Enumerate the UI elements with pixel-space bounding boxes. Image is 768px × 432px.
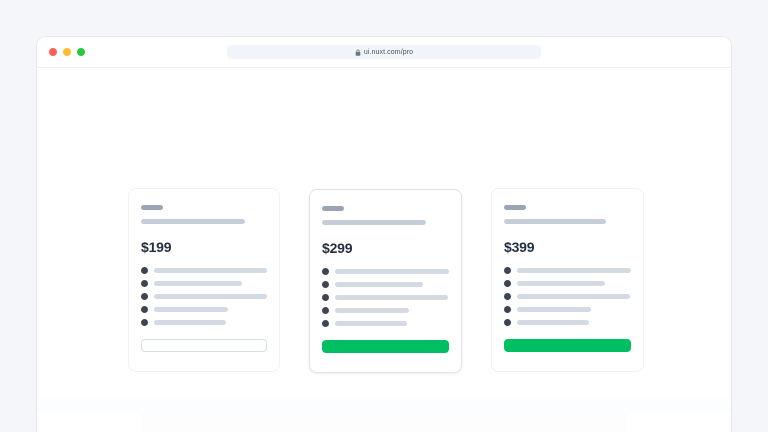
feature-item — [141, 267, 267, 274]
check-bullet-icon — [504, 293, 511, 300]
feature-item — [141, 319, 267, 326]
plan-features-list — [322, 268, 449, 327]
pricing-card-1[interactable]: $199 — [128, 188, 280, 372]
page-viewport: $199 — [37, 68, 731, 432]
check-bullet-icon — [322, 281, 329, 288]
feature-text-skeleton — [335, 308, 409, 313]
check-bullet-icon — [141, 306, 148, 313]
feature-item — [322, 307, 449, 314]
feature-text-skeleton — [517, 294, 630, 299]
plan-price: $399 — [504, 239, 535, 255]
browser-window: ui.nuxt.com/pro $199 — [36, 36, 732, 432]
feature-text-skeleton — [154, 307, 228, 312]
page-section-divider — [37, 398, 731, 412]
feature-item — [504, 267, 631, 274]
plan-cta-button[interactable] — [322, 340, 449, 353]
check-bullet-icon — [322, 320, 329, 327]
feature-item — [141, 280, 267, 287]
plan-price: $199 — [141, 239, 172, 255]
feature-text-skeleton — [517, 281, 605, 286]
plan-name-skeleton — [322, 206, 344, 211]
check-bullet-icon — [141, 319, 148, 326]
feature-item — [504, 280, 631, 287]
page-lower-panel — [141, 412, 627, 432]
feature-text-skeleton — [154, 294, 267, 299]
check-bullet-icon — [504, 267, 511, 274]
pricing-card-3[interactable]: $399 — [491, 188, 644, 372]
address-bar-url: ui.nuxt.com/pro — [363, 48, 414, 56]
feature-text-skeleton — [335, 321, 407, 326]
check-bullet-icon — [322, 268, 329, 275]
plan-description-skeleton — [504, 219, 606, 224]
check-bullet-icon — [141, 280, 148, 287]
feature-item — [141, 306, 267, 313]
check-bullet-icon — [322, 294, 329, 301]
plan-price: $299 — [322, 240, 353, 256]
check-bullet-icon — [504, 319, 511, 326]
check-bullet-icon — [141, 267, 148, 274]
check-bullet-icon — [504, 306, 511, 313]
feature-text-skeleton — [154, 268, 267, 273]
feature-text-skeleton — [154, 320, 226, 325]
feature-item — [322, 294, 449, 301]
feature-text-skeleton — [517, 320, 589, 325]
close-window-button[interactable] — [49, 48, 57, 56]
feature-text-skeleton — [335, 295, 448, 300]
check-bullet-icon — [322, 307, 329, 314]
feature-text-skeleton — [517, 268, 631, 273]
feature-text-skeleton — [335, 282, 423, 287]
minimize-window-button[interactable] — [63, 48, 71, 56]
feature-text-skeleton — [154, 281, 242, 286]
feature-item — [141, 293, 267, 300]
maximize-window-button[interactable] — [77, 48, 85, 56]
plan-description-skeleton — [141, 219, 245, 224]
browser-titlebar: ui.nuxt.com/pro — [37, 37, 731, 68]
feature-item — [322, 268, 449, 275]
check-bullet-icon — [504, 280, 511, 287]
window-controls — [49, 48, 85, 56]
pricing-card-2[interactable]: $299 — [309, 189, 462, 373]
pricing-plans-grid: $199 — [37, 68, 731, 432]
plan-cta-button[interactable] — [504, 339, 631, 352]
plan-name-skeleton — [141, 205, 163, 210]
plan-description-skeleton — [322, 220, 426, 225]
feature-text-skeleton — [517, 307, 591, 312]
plan-cta-button[interactable] — [141, 339, 267, 352]
feature-item — [504, 319, 631, 326]
feature-item — [322, 320, 449, 327]
feature-item — [504, 306, 631, 313]
check-bullet-icon — [141, 293, 148, 300]
plan-features-list — [504, 267, 631, 326]
address-bar[interactable]: ui.nuxt.com/pro — [227, 45, 541, 59]
plan-name-skeleton — [504, 205, 526, 210]
feature-item — [322, 281, 449, 288]
feature-text-skeleton — [335, 269, 449, 274]
feature-item — [504, 293, 631, 300]
plan-features-list — [141, 267, 267, 326]
lock-icon — [355, 48, 361, 56]
